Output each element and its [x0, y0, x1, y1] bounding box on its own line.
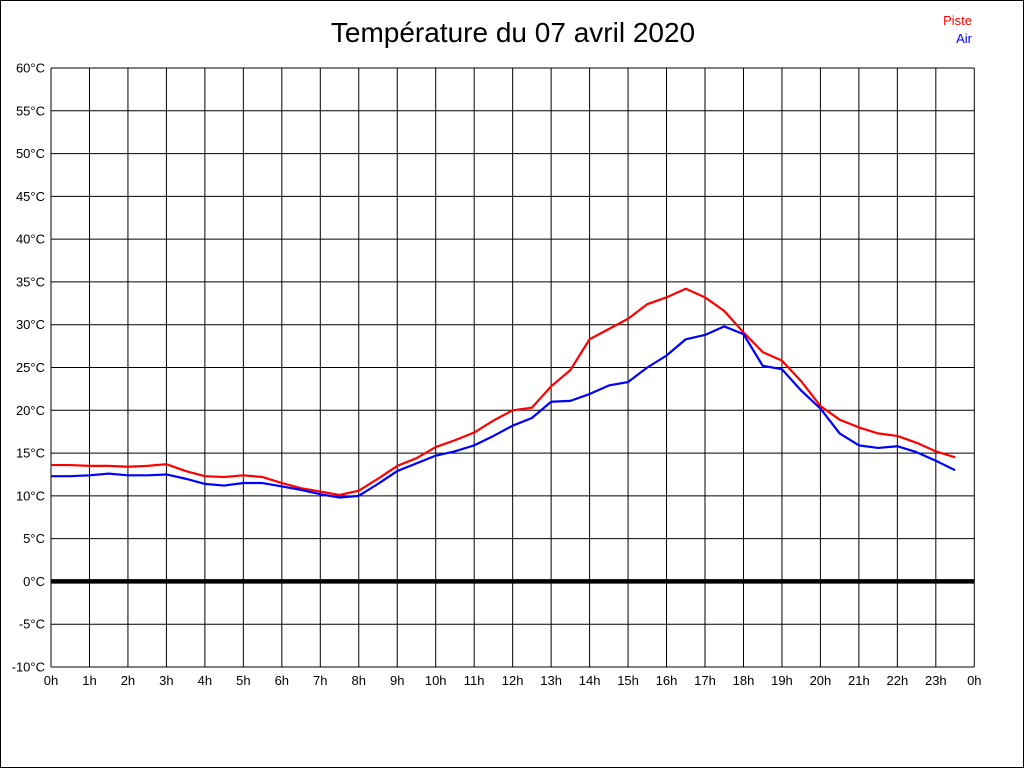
x-tick-label: 7h	[313, 673, 327, 688]
x-tick-label: 16h	[656, 673, 678, 688]
y-tick-label: 40°C	[16, 232, 45, 247]
y-tick-label: 60°C	[16, 61, 45, 76]
y-tick-label: -10°C	[12, 660, 45, 675]
y-tick-label: 0°C	[23, 574, 45, 589]
x-tick-label: 17h	[694, 673, 716, 688]
series-piste-line	[51, 287, 956, 497]
x-tick-label: 20h	[810, 673, 832, 688]
page-title: Température du 07 avril 2020	[330, 17, 696, 48]
y-tick-label: 10°C	[16, 488, 45, 503]
x-tick-label: 2h	[121, 673, 135, 688]
x-tick-label: 12h	[502, 673, 524, 688]
x-tick-label: 3h	[159, 673, 173, 688]
x-tick-label: 21h	[848, 673, 870, 688]
x-tick-label: 0h	[44, 673, 58, 688]
x-tick-label: 10h	[425, 673, 447, 688]
x-tick-label: 5h	[236, 673, 250, 688]
x-tick-label: 0h	[967, 673, 981, 688]
legend: Piste Air	[943, 12, 972, 48]
series-air-line	[51, 325, 956, 499]
y-tick-label: 35°C	[16, 274, 45, 289]
x-tick-label: 18h	[733, 673, 755, 688]
x-tick-label: 4h	[198, 673, 212, 688]
y-tick-label: -5°C	[19, 617, 45, 632]
x-tick-label: 9h	[390, 673, 404, 688]
legend-item-piste: Piste	[943, 13, 972, 28]
y-tick-label: 50°C	[16, 146, 45, 161]
x-tick-label: 13h	[540, 673, 562, 688]
y-tick-label: 20°C	[16, 403, 45, 418]
x-tick-label: 19h	[771, 673, 793, 688]
x-tick-label: 15h	[617, 673, 639, 688]
x-tick-label: 6h	[275, 673, 289, 688]
y-tick-label: 15°C	[16, 446, 45, 461]
x-tick-label: 1h	[82, 673, 96, 688]
y-tick-label: 45°C	[16, 189, 45, 204]
x-tick-label: 14h	[579, 673, 601, 688]
x-tick-label: 22h	[887, 673, 909, 688]
x-tick-label: 8h	[352, 673, 366, 688]
x-tick-label: 11h	[464, 673, 485, 688]
y-tick-label: 55°C	[16, 103, 45, 118]
x-tick-label: 23h	[925, 673, 947, 688]
y-tick-label: 5°C	[23, 531, 45, 546]
legend-item-air: Air	[956, 31, 972, 46]
y-tick-label: 30°C	[16, 317, 45, 332]
y-tick-label: 25°C	[16, 360, 45, 375]
